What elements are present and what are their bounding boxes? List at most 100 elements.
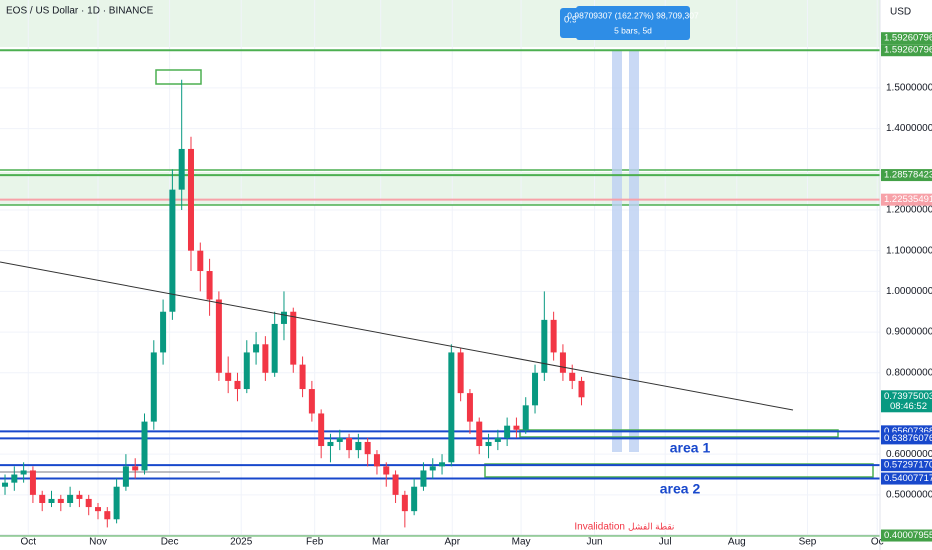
candle-body xyxy=(95,507,102,512)
candle-body xyxy=(2,482,9,487)
candle-body xyxy=(57,498,64,504)
candle-body xyxy=(504,425,511,438)
candle-body xyxy=(429,466,436,471)
target-zone xyxy=(0,0,880,47)
candle-body xyxy=(485,441,492,447)
candle-body xyxy=(225,372,232,381)
candle-body xyxy=(308,389,315,414)
candle-body xyxy=(541,319,548,373)
candle-body xyxy=(271,323,278,373)
candle-body xyxy=(392,474,399,495)
price-tag-label: 0.57297170 xyxy=(884,460,932,471)
candle-body xyxy=(67,494,74,504)
candle-body xyxy=(364,441,371,455)
candle-body xyxy=(578,380,585,398)
measure-box xyxy=(576,6,690,40)
invalidation-label: Invalidation xyxy=(574,522,625,533)
measure-cut: 0.9 xyxy=(564,15,577,26)
price-tag xyxy=(881,529,932,542)
candle-body xyxy=(494,437,501,442)
candle-body xyxy=(373,454,380,467)
price-tag xyxy=(881,472,932,485)
candle-body xyxy=(178,148,185,190)
candle-body xyxy=(401,494,408,512)
measure-range xyxy=(612,50,622,452)
x-tick-label: Sep xyxy=(799,537,817,548)
x-tick-label: Oct xyxy=(20,537,36,548)
area-label: area 2 xyxy=(660,481,701,497)
price-tag-label: 0.40007955 xyxy=(884,530,932,541)
symbol-title: EOS / US Dollar · 1D · BINANCE xyxy=(6,6,154,17)
candle-body xyxy=(29,470,36,495)
candle-body xyxy=(346,437,353,451)
candle-body xyxy=(187,148,194,251)
invalidation-label-ar: نقطة الفشل xyxy=(628,521,674,531)
measure-range xyxy=(629,50,639,452)
candle-body xyxy=(11,474,18,483)
measure-text: 0.98709307 (162.27%) 98,709,307 xyxy=(567,10,699,20)
price-tag xyxy=(881,44,932,57)
candle-body xyxy=(550,319,557,353)
candle-body xyxy=(439,462,446,467)
y-tick-label: 0.50000000 xyxy=(886,490,932,501)
currency: USD xyxy=(890,7,911,18)
price-tag-label: 1.22535491 xyxy=(884,194,932,205)
candle-body xyxy=(141,421,148,471)
trendline xyxy=(0,261,794,411)
candle-body xyxy=(522,405,529,430)
candle-body xyxy=(383,466,390,475)
x-tick-label: Nov xyxy=(89,537,107,548)
price-tag xyxy=(881,459,932,472)
candle-body xyxy=(197,250,204,272)
candle-body xyxy=(122,466,129,487)
x-tick-label: Dec xyxy=(161,537,179,548)
candle-body xyxy=(76,494,83,499)
price-tag-label: 0.54007717 xyxy=(884,473,932,484)
candle-body xyxy=(411,486,418,512)
candle-body xyxy=(355,441,362,451)
candle-body xyxy=(132,466,139,471)
candle-body xyxy=(476,421,483,447)
area-label: area 1 xyxy=(670,440,711,456)
candle-body xyxy=(39,494,46,504)
candle-body xyxy=(104,511,111,520)
price-tag-label: 1.59260796 xyxy=(884,33,932,44)
countdown: 08:46:52 xyxy=(890,401,927,412)
last-price: 0.73975003 xyxy=(884,391,932,402)
last-price-tag xyxy=(881,390,932,413)
price-tag-label: 0.63876076 xyxy=(884,433,932,444)
candle-body xyxy=(20,470,27,475)
x-tick-label: Jul xyxy=(659,537,672,548)
candle-body xyxy=(234,380,241,390)
x-tick-label: 2025 xyxy=(230,537,253,548)
x-tick-label: Apr xyxy=(444,537,460,548)
x-tick-label: Mar xyxy=(372,537,390,548)
candle-body xyxy=(113,486,120,520)
candle-body xyxy=(253,344,260,353)
x-tick-label: Jun xyxy=(586,537,602,548)
price-tag-label: 1.59260796 xyxy=(884,45,932,56)
candle-body xyxy=(569,372,576,381)
price-tag xyxy=(881,169,932,182)
price-tag xyxy=(881,32,932,45)
y-tick-label: 1.50000000 xyxy=(886,83,932,94)
candle-body xyxy=(290,311,297,365)
candle-body xyxy=(280,311,287,324)
area-box xyxy=(519,429,839,438)
area-box xyxy=(484,463,874,478)
y-tick-label: 1.40000000 xyxy=(886,123,932,134)
candle-body xyxy=(559,352,566,373)
price-tag-label: 1.28578423 xyxy=(884,170,932,181)
price-tag xyxy=(881,193,932,206)
x-tick-label: Feb xyxy=(306,537,324,548)
measure-bars: 5 bars, 5d xyxy=(614,25,652,35)
candle-body xyxy=(150,352,157,422)
y-tick-label: 1.10000000 xyxy=(886,245,932,256)
candle-body xyxy=(169,189,176,312)
candle-body xyxy=(420,470,427,487)
candle-body xyxy=(448,352,455,463)
